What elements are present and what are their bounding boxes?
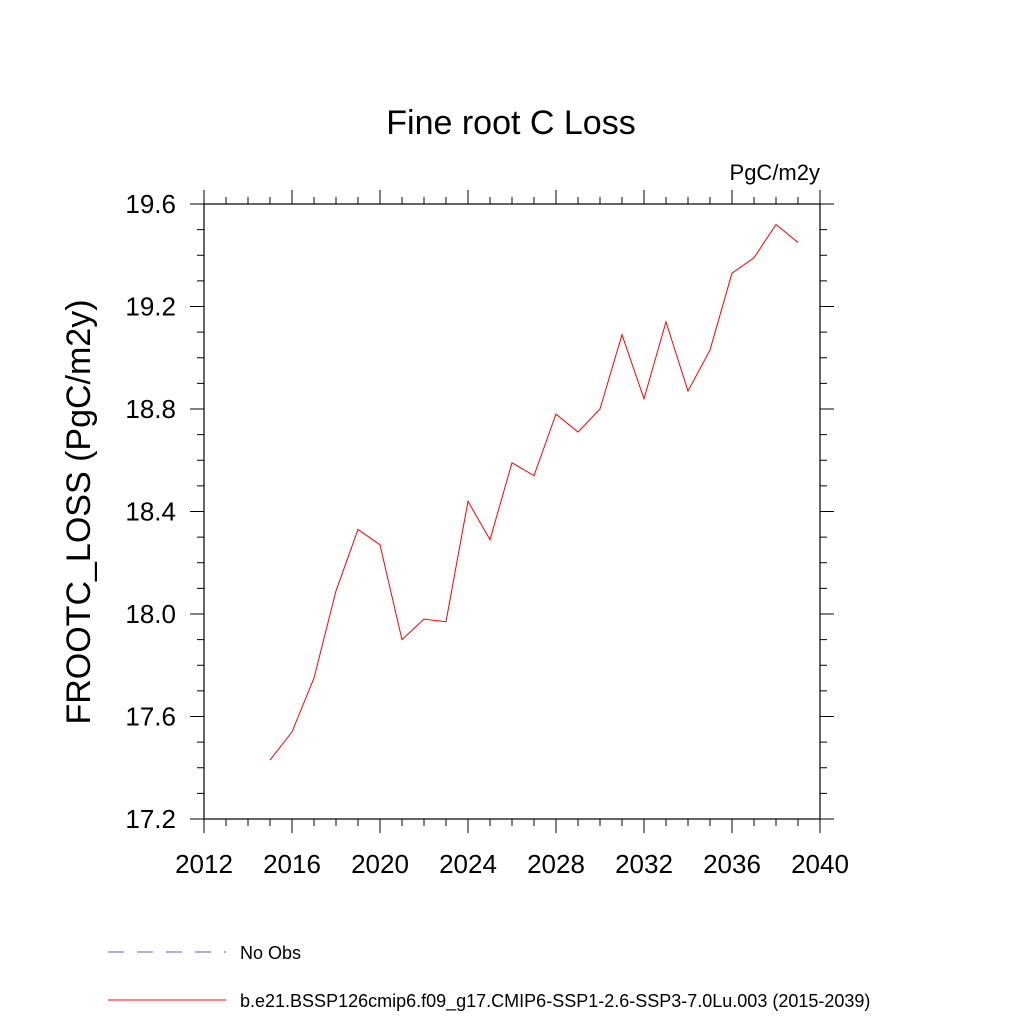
data-point xyxy=(599,408,601,410)
data-point xyxy=(379,544,381,546)
plot-frame xyxy=(203,203,821,820)
series-line xyxy=(269,223,799,761)
data-point xyxy=(731,272,733,274)
data-point xyxy=(511,462,513,464)
data-point xyxy=(687,390,689,392)
x-tick-label: 2036 xyxy=(703,849,761,879)
data-point xyxy=(753,257,755,259)
legend-label-model-run: b.e21.BSSP126cmip6.f09_g17.CMIP6-SSP1-2.… xyxy=(240,991,870,1012)
legend-label-no-obs: No Obs xyxy=(240,943,301,963)
y-tick-labels: 17.2 17.6 18.0 18.4 18.8 19.2 19.6 xyxy=(125,189,176,834)
data-point xyxy=(797,241,799,243)
x-tick-label: 2024 xyxy=(439,849,497,879)
chart-title: Fine root C Loss xyxy=(386,104,635,142)
y-tick-label: 18.4 xyxy=(125,497,176,527)
x-tick-label: 2016 xyxy=(263,849,321,879)
x-tick-label: 2032 xyxy=(615,849,673,879)
data-point xyxy=(423,618,425,620)
data-point xyxy=(401,638,403,640)
data-point xyxy=(555,413,557,415)
series-layer xyxy=(269,223,799,761)
x-tick-labels: 2012 2016 2020 2024 2028 2032 2036 2040 xyxy=(175,849,849,879)
data-point xyxy=(489,538,491,540)
data-point xyxy=(335,590,337,592)
data-point xyxy=(709,349,711,351)
y-tick-label: 19.2 xyxy=(125,292,176,322)
data-point xyxy=(269,759,271,761)
x-tick-label: 2028 xyxy=(527,849,585,879)
data-point xyxy=(643,398,645,400)
x-tick-label: 2012 xyxy=(175,849,233,879)
y-tick-label: 17.6 xyxy=(125,702,176,732)
y-tick-label: 18.0 xyxy=(125,599,176,629)
axis-ticks xyxy=(190,190,834,833)
x-tick-label: 2040 xyxy=(791,849,849,879)
y-tick-label: 17.2 xyxy=(125,804,176,834)
data-point xyxy=(621,333,623,335)
data-point xyxy=(533,474,535,476)
y-tick-label: 18.8 xyxy=(125,394,176,424)
data-point xyxy=(357,528,359,530)
y-axis-label: FROOTC_LOSS (PgC/m2y) xyxy=(60,299,98,724)
data-point xyxy=(445,620,447,622)
units-label: PgC/m2y xyxy=(730,160,820,185)
data-point xyxy=(467,500,469,502)
x-tick-label: 2020 xyxy=(351,849,409,879)
data-point xyxy=(313,677,315,679)
data-point xyxy=(577,431,579,433)
y-tick-label: 19.6 xyxy=(125,189,176,219)
data-point xyxy=(775,223,777,225)
data-point xyxy=(665,321,667,323)
data-point xyxy=(291,731,293,733)
legend: No Obs b.e21.BSSP126cmip6.f09_g17.CMIP6-… xyxy=(108,943,870,1012)
